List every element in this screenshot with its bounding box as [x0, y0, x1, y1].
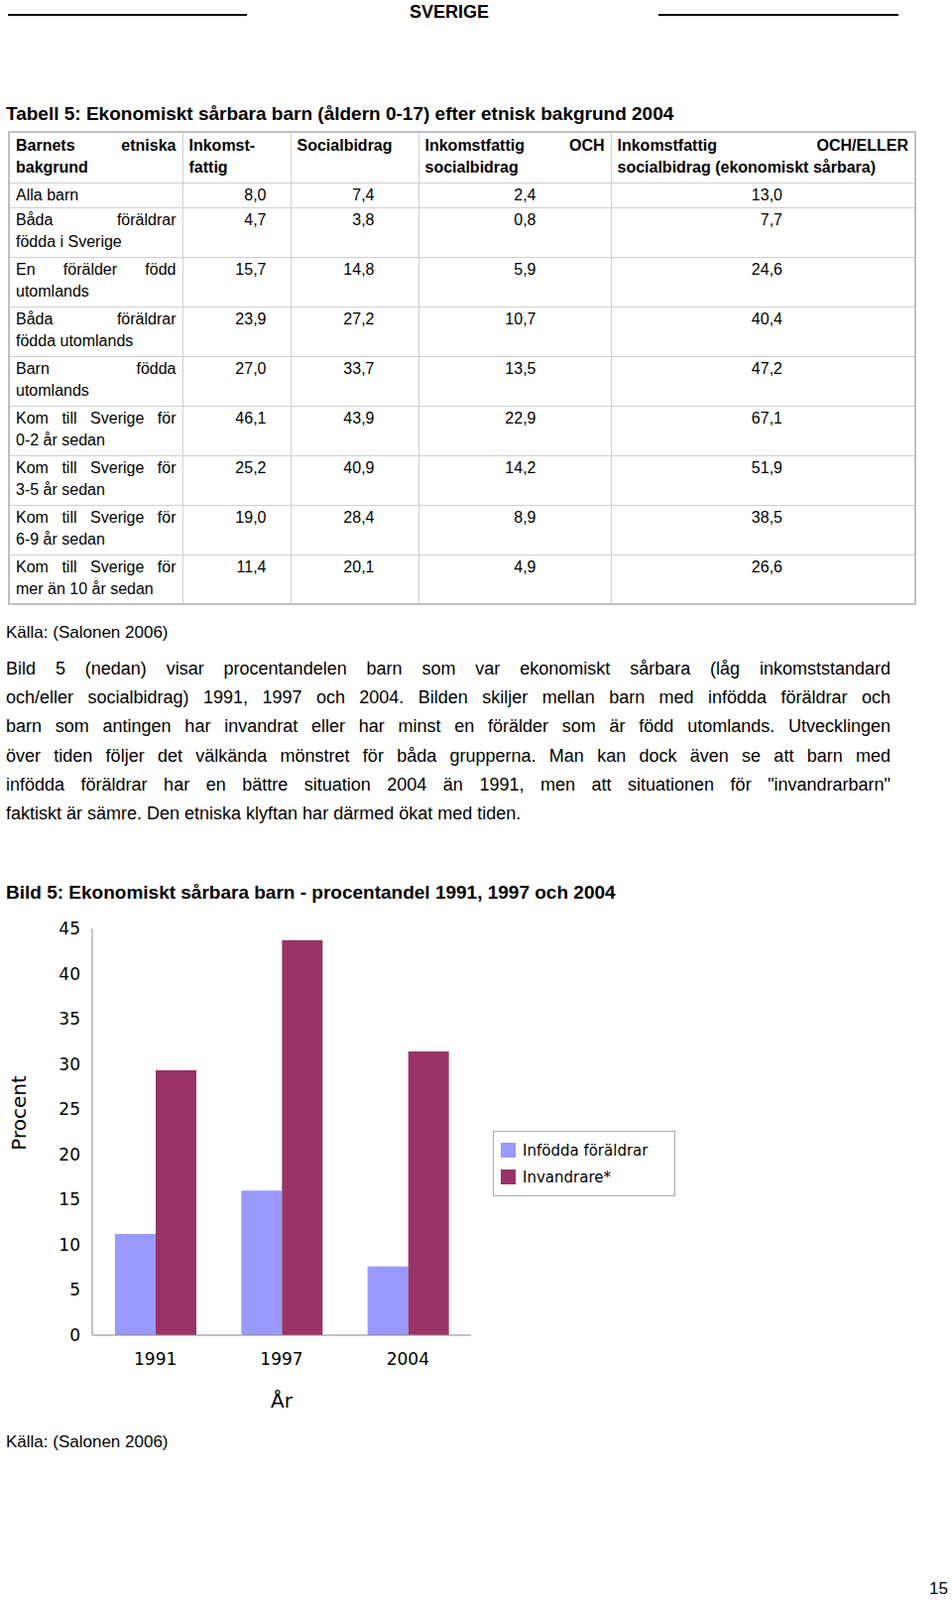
- svg-text:25: 25: [58, 1098, 81, 1119]
- html-text:Båda föräldrar: Båda föräldrar: [15, 210, 177, 228]
- html-text:15: 15: [929, 1578, 949, 1598]
- html-text:utomlands: utomlands: [15, 381, 90, 399]
- html-text:3-5 år sedan: 3-5 år sedan: [15, 480, 105, 498]
- html-text:barn som antingen har invandra: barn som antingen har invandrat eller ha…: [5, 716, 891, 737]
- html-text:13,0: 13,0: [751, 185, 783, 203]
- html-text:Kom till Sverige för: Kom till Sverige för: [15, 508, 177, 526]
- html-text:5,9: 5,9: [513, 260, 536, 278]
- html-text:40,4: 40,4: [751, 309, 783, 327]
- html-text:14,8: 14,8: [343, 260, 375, 278]
- svg-text:15: 15: [58, 1189, 81, 1209]
- html-text:15,7: 15,7: [235, 260, 267, 278]
- html-text:Källa: (Salonen 2006): Källa: (Salonen 2006): [5, 1431, 169, 1451]
- svg-text:5: 5: [69, 1279, 81, 1300]
- html-text:bakgrund: bakgrund: [15, 158, 89, 176]
- html-text:14,2: 14,2: [505, 458, 536, 476]
- html-text:Båda föräldrar: Båda föräldrar: [15, 309, 177, 327]
- svg-text:20: 20: [58, 1144, 81, 1165]
- svg-text:1991: 1991: [133, 1348, 177, 1369]
- html-text:socialbidrag: socialbidrag: [424, 158, 519, 176]
- html-text:28,4: 28,4: [343, 508, 375, 526]
- svg-text:35: 35: [58, 1008, 81, 1029]
- html-text:38,5: 38,5: [751, 508, 783, 526]
- svg-text:1997: 1997: [259, 1348, 303, 1369]
- html-text:11,4: 11,4: [236, 557, 267, 575]
- html-text:33,7: 33,7: [343, 359, 375, 377]
- html-text:4,7: 4,7: [244, 210, 267, 228]
- html-text:43,9: 43,9: [343, 409, 375, 426]
- html-text:Infödda föräldrar: Infödda föräldrar: [522, 1140, 648, 1159]
- html-text:Barnets etniska: Barnets etniska: [15, 136, 177, 154]
- html-text:10,7: 10,7: [505, 309, 536, 327]
- html-text:24,6: 24,6: [751, 260, 783, 278]
- html-text:födda i Sverige: födda i Sverige: [15, 232, 122, 250]
- html-text:8,0: 8,0: [244, 185, 267, 203]
- html-text:20,1: 20,1: [343, 557, 375, 575]
- html-text:och/eller socialbidrag) 1991,: och/eller socialbidrag) 1991, 1997 och 2…: [5, 687, 891, 708]
- html-text:födda utomlands: födda utomlands: [15, 331, 134, 349]
- html-text:Kom till Sverige för: Kom till Sverige för: [15, 409, 177, 426]
- html-text:utomlands: utomlands: [15, 282, 90, 299]
- html-text:Socialbidrag: Socialbidrag: [297, 136, 393, 154]
- html-text:6-9 år sedan: 6-9 år sedan: [15, 530, 105, 547]
- html-text:Procent: Procent: [6, 1075, 31, 1151]
- html-text:46,1: 46,1: [235, 409, 267, 426]
- html-text:Inkomstfattig OCH: Inkomstfattig OCH: [424, 136, 605, 154]
- svg-text:2004: 2004: [386, 1348, 430, 1369]
- html-text:40,9: 40,9: [343, 458, 375, 476]
- html-text:23,9: 23,9: [235, 309, 267, 327]
- html-text:25,2: 25,2: [235, 458, 267, 476]
- html-text:51,9: 51,9: [751, 458, 783, 476]
- html-text:3,8: 3,8: [352, 210, 375, 228]
- html-text:fattig: fattig: [188, 158, 228, 176]
- html-text:Inkomst-: Inkomst-: [188, 136, 256, 154]
- html-text:År: År: [270, 1388, 293, 1413]
- html-text:Inkomstfattig OCH/ELLER: Inkomstfattig OCH/ELLER: [617, 136, 909, 154]
- html-text:Barn födda: Barn födda: [15, 359, 177, 377]
- html-text:Källa: (Salonen 2006): Källa: (Salonen 2006): [5, 622, 169, 642]
- html-text:Kom till Sverige för: Kom till Sverige för: [15, 557, 177, 575]
- svg-text:30: 30: [58, 1054, 81, 1074]
- html-text:7,7: 7,7: [760, 210, 783, 228]
- html-text:En förälder född: En förälder född: [15, 260, 177, 278]
- html-text:socialbidrag (ekonomiskt sårba: socialbidrag (ekonomiskt sårbara): [617, 158, 876, 176]
- html-text:Alla barn: Alla barn: [15, 185, 79, 203]
- html-text:0-2 år sedan: 0-2 år sedan: [15, 430, 105, 448]
- html-text:0,8: 0,8: [513, 210, 536, 228]
- html-text:Kom till Sverige för: Kom till Sverige för: [15, 458, 177, 476]
- html-text:7,4: 7,4: [352, 185, 375, 203]
- svg-text:0: 0: [69, 1324, 81, 1345]
- html-text:Bild 5: Ekonomiskt sårbara bar: Bild 5: Ekonomiskt sårbara barn - procen…: [5, 881, 616, 903]
- svg-text:10: 10: [58, 1234, 81, 1255]
- svg-text:40: 40: [58, 963, 81, 984]
- html-text:67,1: 67,1: [751, 409, 783, 426]
- html-text:27,0: 27,0: [235, 359, 267, 377]
- html-text:27,2: 27,2: [343, 309, 375, 327]
- html-text:26,6: 26,6: [751, 557, 783, 575]
- html-text:47,2: 47,2: [751, 359, 783, 377]
- html-text:8,9: 8,9: [513, 508, 536, 526]
- html-text:19,0: 19,0: [235, 508, 267, 526]
- html-text:2,4: 2,4: [513, 185, 536, 203]
- html-text:13,5: 13,5: [505, 359, 536, 377]
- html-text:Bild 5 (nedan) visar procentan: Bild 5 (nedan) visar procentandelen barn…: [5, 658, 891, 679]
- html-text:22,9: 22,9: [505, 409, 536, 426]
- html-text:infödda föräldrar har en bättr: infödda föräldrar har en bättre situatio…: [5, 774, 891, 795]
- svg-text:45: 45: [58, 918, 81, 939]
- html-text:över tiden följer det välkända: över tiden följer det välkända mönstret …: [5, 745, 891, 766]
- html-text:mer än 10 år sedan: mer än 10 år sedan: [15, 579, 154, 597]
- html-text:Invandrare*: Invandrare*: [522, 1167, 611, 1186]
- html-text:4,9: 4,9: [513, 557, 536, 575]
- html-text:faktiskt är sämre. Den etniska: faktiskt är sämre. Den etniska klyftan h…: [5, 803, 521, 824]
- html-text:SVERIGE: SVERIGE: [409, 1, 489, 22]
- html-text:Tabell 5: Ekonomiskt sårbara b: Tabell 5: Ekonomiskt sårbara barn (ålder…: [5, 103, 674, 124]
